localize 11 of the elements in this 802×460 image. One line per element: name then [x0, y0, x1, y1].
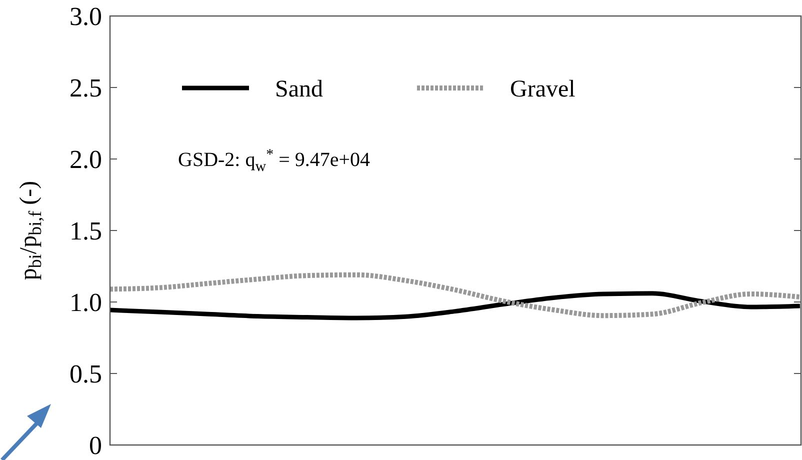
y-tick-label: 0.5 — [70, 360, 102, 389]
y-tick-label: 1.5 — [70, 216, 102, 246]
legend-label: Sand — [275, 76, 323, 102]
y-tick-label: 2.5 — [70, 74, 102, 103]
y-tick-label: 0 — [89, 431, 102, 460]
line-series — [110, 291, 801, 320]
annotation: GSD-2: q$_{w}$$^{*}$ = 9.47e+04 — [178, 147, 370, 174]
y-tick-label: 3.0 — [70, 2, 102, 32]
y-tick-label: 2.0 — [70, 145, 102, 174]
legend-label: Gravel — [510, 76, 576, 102]
y-tick-label: 1.0 — [70, 288, 102, 318]
